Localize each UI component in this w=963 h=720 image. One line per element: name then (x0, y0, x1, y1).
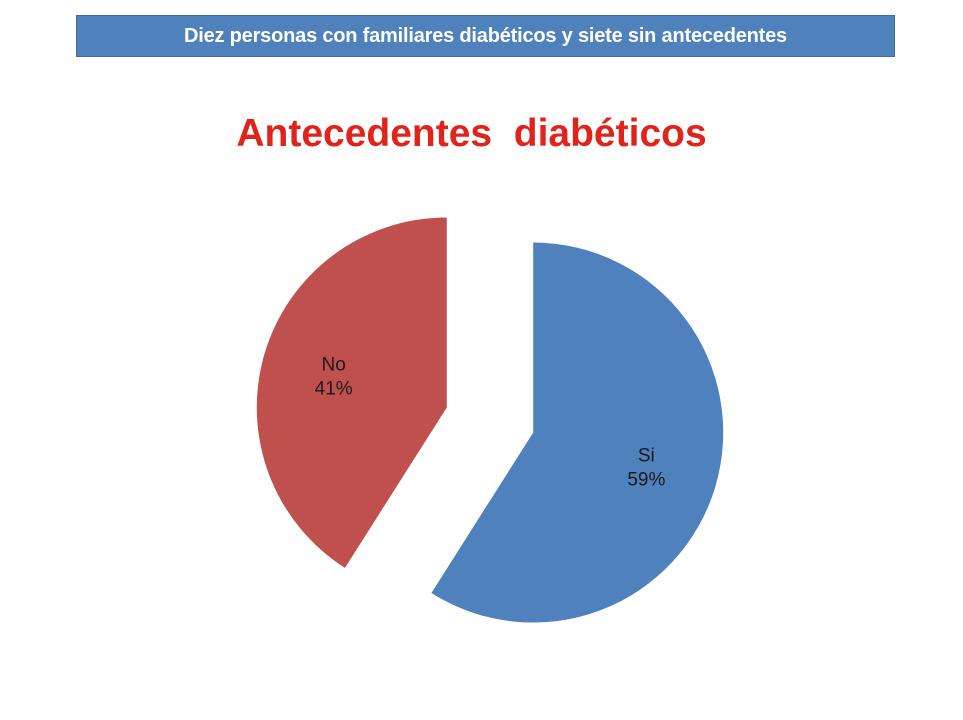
chart-title: Antecedentes diabéticos (236, 112, 707, 155)
slice-category-label: Si (638, 445, 655, 466)
pie-label-no: No 41% (315, 355, 353, 400)
pie-slice-no (256, 217, 447, 568)
slice-category-label: No (322, 355, 346, 376)
banner-text: Diez personas con familiares diabéticos … (183, 24, 787, 47)
slide-banner: Diez personas con familiares diabéticos … (76, 15, 895, 57)
pie-slices (256, 217, 724, 623)
pie-labels: Si 59% No 41% (315, 355, 666, 491)
slice-percent-label: 59% (627, 469, 665, 490)
slice-percent-label: 41% (315, 379, 353, 400)
pie-slice-si (431, 242, 724, 623)
pie-label-si: Si 59% (627, 445, 665, 490)
